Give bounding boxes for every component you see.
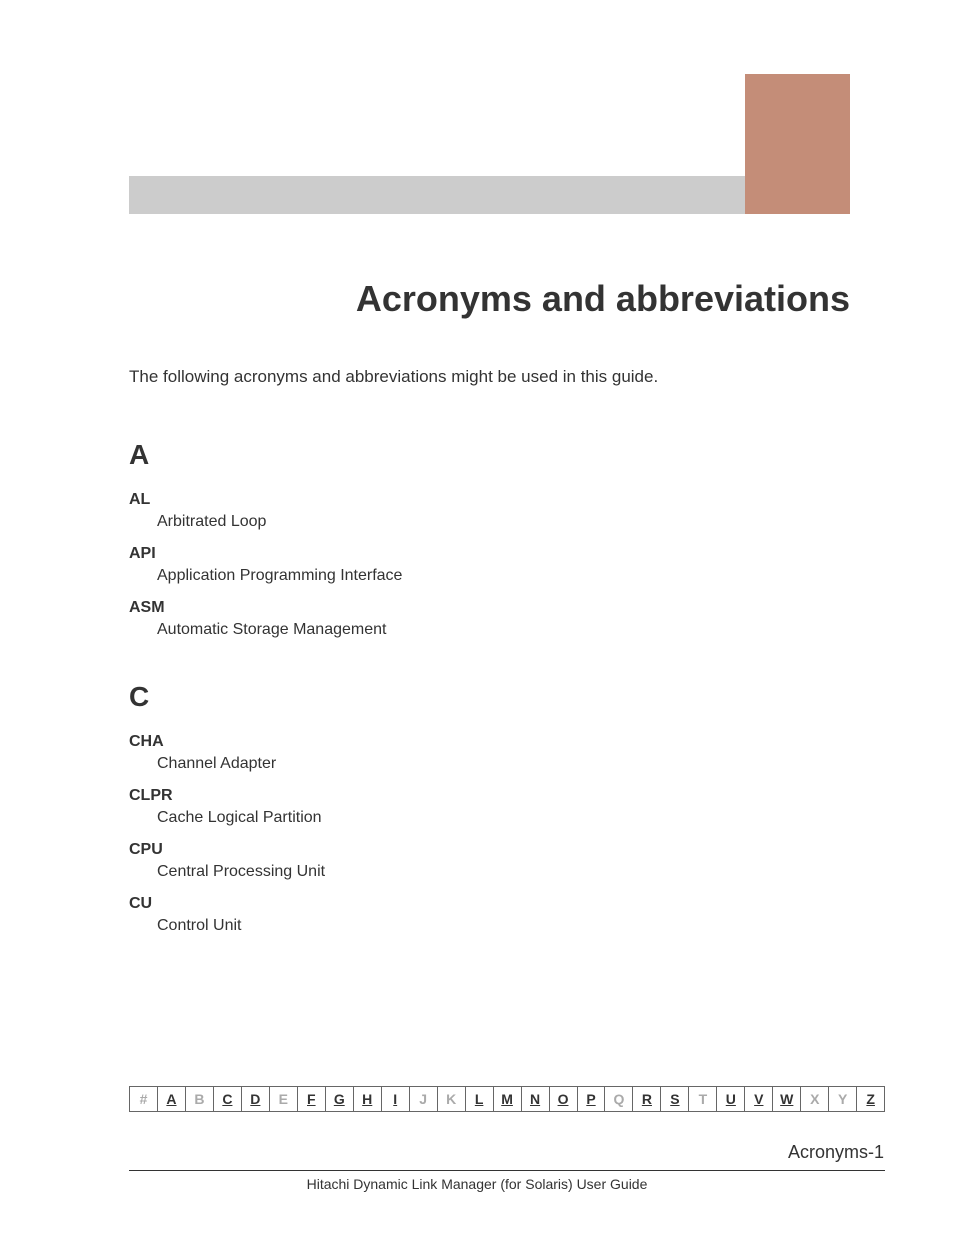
acronym-term: CLPR xyxy=(129,787,850,805)
alpha-nav-a[interactable]: A xyxy=(158,1087,186,1111)
alpha-nav-b: B xyxy=(186,1087,214,1111)
acronym-term: ASM xyxy=(129,599,850,617)
page: Acronyms and abbreviations The following… xyxy=(0,0,954,1235)
alpha-nav-l[interactable]: L xyxy=(466,1087,494,1111)
acronym-term: API xyxy=(129,545,850,563)
acronym-definition: Arbitrated Loop xyxy=(157,513,850,531)
page-title: Acronyms and abbreviations xyxy=(356,278,850,320)
content-body: A AL Arbitrated Loop API Application Program… xyxy=(129,425,850,935)
alpha-nav-h[interactable]: H xyxy=(354,1087,382,1111)
alpha-nav-p[interactable]: P xyxy=(578,1087,606,1111)
alpha-nav-i[interactable]: I xyxy=(382,1087,410,1111)
alpha-nav-g[interactable]: G xyxy=(326,1087,354,1111)
alpha-nav-m[interactable]: M xyxy=(494,1087,522,1111)
intro-text: The following acronyms and abbreviations… xyxy=(129,367,658,387)
alpha-nav-r[interactable]: R xyxy=(633,1087,661,1111)
acronym-term: CHA xyxy=(129,733,850,751)
alpha-nav-t: T xyxy=(689,1087,717,1111)
alpha-nav-o[interactable]: O xyxy=(550,1087,578,1111)
alpha-nav-k: K xyxy=(438,1087,466,1111)
acronym-definition: Automatic Storage Management xyxy=(157,621,850,639)
alpha-nav-c[interactable]: C xyxy=(214,1087,242,1111)
acronym-definition: Control Unit xyxy=(157,917,850,935)
acronym-term: AL xyxy=(129,491,850,509)
alpha-nav-u[interactable]: U xyxy=(717,1087,745,1111)
acronym-term: CU xyxy=(129,895,850,913)
alpha-nav-z[interactable]: Z xyxy=(857,1087,884,1111)
alpha-nav-#: # xyxy=(130,1087,158,1111)
alpha-nav-n[interactable]: N xyxy=(522,1087,550,1111)
alpha-nav-y: Y xyxy=(829,1087,857,1111)
alpha-nav-e: E xyxy=(270,1087,298,1111)
acronym-definition: Application Programming Interface xyxy=(157,567,850,585)
section-heading-a: A xyxy=(129,439,850,471)
header-grey-bar xyxy=(129,176,745,214)
alpha-nav-w[interactable]: W xyxy=(773,1087,801,1111)
footer-doc-title: Hitachi Dynamic Link Manager (for Solari… xyxy=(0,1176,954,1192)
header-band xyxy=(129,74,850,214)
alpha-nav-d[interactable]: D xyxy=(242,1087,270,1111)
acronym-definition: Cache Logical Partition xyxy=(157,809,850,827)
acronym-definition: Channel Adapter xyxy=(157,755,850,773)
section-heading-c: C xyxy=(129,681,850,713)
alpha-nav-q: Q xyxy=(605,1087,633,1111)
footer-rule xyxy=(129,1170,885,1171)
alpha-nav-s[interactable]: S xyxy=(661,1087,689,1111)
alpha-nav-x: X xyxy=(801,1087,829,1111)
acronym-term: CPU xyxy=(129,841,850,859)
alpha-nav-j: J xyxy=(410,1087,438,1111)
alpha-nav-v[interactable]: V xyxy=(745,1087,773,1111)
alpha-index-nav: #ABCDEFGHIJKLMNOPQRSTUVWXYZ xyxy=(129,1086,885,1112)
header-accent-block xyxy=(745,74,850,214)
alpha-nav-f[interactable]: F xyxy=(298,1087,326,1111)
acronym-definition: Central Processing Unit xyxy=(157,863,850,881)
page-number: Acronyms-1 xyxy=(788,1142,884,1163)
